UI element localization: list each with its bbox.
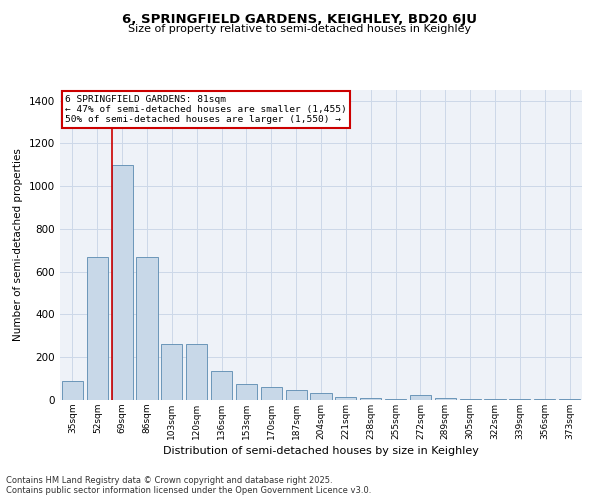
Bar <box>286 390 307 400</box>
Bar <box>310 392 332 400</box>
Bar <box>87 257 108 400</box>
Bar <box>385 399 406 400</box>
X-axis label: Distribution of semi-detached houses by size in Keighley: Distribution of semi-detached houses by … <box>163 446 479 456</box>
Bar <box>236 384 257 400</box>
Bar <box>211 371 232 400</box>
Bar <box>559 399 580 400</box>
Y-axis label: Number of semi-detached properties: Number of semi-detached properties <box>13 148 23 342</box>
Bar <box>112 165 133 400</box>
Bar <box>186 344 207 400</box>
Text: 6 SPRINGFIELD GARDENS: 81sqm
← 47% of semi-detached houses are smaller (1,455)
5: 6 SPRINGFIELD GARDENS: 81sqm ← 47% of se… <box>65 94 347 124</box>
Bar <box>261 387 282 400</box>
Bar <box>509 399 530 400</box>
Bar <box>335 397 356 400</box>
Text: Size of property relative to semi-detached houses in Keighley: Size of property relative to semi-detach… <box>128 24 472 34</box>
Bar <box>62 381 83 400</box>
Bar <box>460 399 481 400</box>
Bar <box>484 399 506 400</box>
Bar <box>161 344 182 400</box>
Text: 6, SPRINGFIELD GARDENS, KEIGHLEY, BD20 6JU: 6, SPRINGFIELD GARDENS, KEIGHLEY, BD20 6… <box>122 12 478 26</box>
Bar <box>136 257 158 400</box>
Text: Contains HM Land Registry data © Crown copyright and database right 2025.
Contai: Contains HM Land Registry data © Crown c… <box>6 476 371 495</box>
Bar <box>360 398 381 400</box>
Bar <box>435 398 456 400</box>
Bar <box>534 399 555 400</box>
Bar <box>410 394 431 400</box>
